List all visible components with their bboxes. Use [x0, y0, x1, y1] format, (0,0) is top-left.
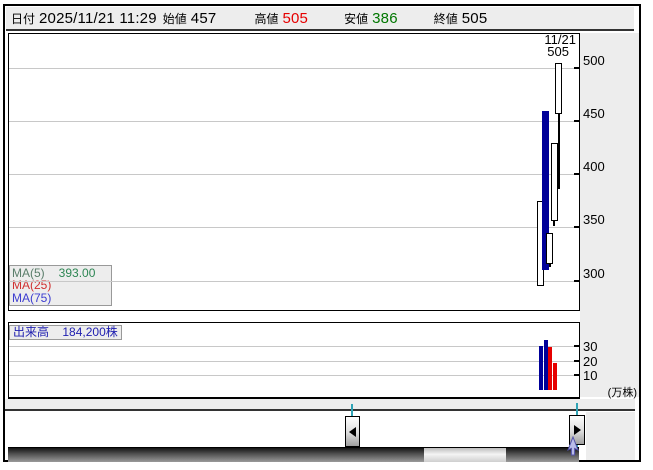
- price-axis-label: 450: [583, 106, 605, 121]
- ma5-label: MA(5): [12, 265, 45, 280]
- scrollbar-corner: [586, 412, 635, 460]
- quote-header: 日付 2025/11/21 11:29 始値 457 高値 505 安値 386…: [6, 7, 634, 31]
- price-axis-tick: [574, 280, 579, 282]
- ma5-value: 393.00: [58, 265, 96, 280]
- left-arrow-icon: [349, 426, 356, 437]
- price-axis-tick: [574, 67, 579, 69]
- volume-gridline: [9, 375, 579, 376]
- scrollbar-track-right[interactable]: [506, 447, 579, 462]
- candle: [546, 233, 553, 264]
- volume-axis-label: 20: [583, 354, 598, 369]
- open-value: 457: [190, 9, 217, 27]
- volume-bar: [552, 363, 557, 390]
- ma75-label: MA(75): [12, 290, 52, 305]
- high-label: 高値: [254, 11, 279, 26]
- scroll-left-button[interactable]: [345, 416, 360, 447]
- low-value: 386: [372, 9, 398, 27]
- stock-chart-widget: 日付 2025/11/21 11:29 始値 457 高値 505 安値 386…: [3, 4, 641, 462]
- volume-bar: [539, 345, 543, 390]
- date-value: 2025/11/21 11:29: [39, 9, 157, 27]
- annotation-price: 505: [547, 44, 569, 59]
- candle: [550, 142, 558, 222]
- ma-legend: MA(5) 393.00 MA(25) MA(75): [9, 264, 112, 306]
- right-arrow-icon: [573, 425, 581, 435]
- volume-axis-label: 10: [583, 368, 598, 383]
- volume-axis-tick: [574, 360, 579, 362]
- scrollbar-track-left[interactable]: [8, 447, 424, 462]
- price-axis-tick: [574, 226, 579, 228]
- price-gridline: [9, 174, 579, 175]
- mouse-cursor-icon: [567, 436, 579, 456]
- candle: [541, 110, 549, 271]
- price-gridline: [9, 121, 579, 122]
- price-axis-label: 350: [583, 212, 605, 227]
- price-axis-label: 300: [583, 266, 605, 281]
- close-label: 終値: [433, 11, 458, 26]
- volume-legend: 出来高 184,200株: [9, 325, 122, 340]
- date-axis-strip: [5, 399, 635, 411]
- ma75-row: MA(75): [12, 290, 109, 305]
- volume-axis-tick: [574, 345, 579, 347]
- candle: [555, 62, 562, 114]
- volume-axis-unit: (万株): [607, 387, 637, 399]
- volume-value: 184,200株: [62, 325, 118, 339]
- volume-chart-panel: 出来高 184,200株: [8, 322, 580, 399]
- low-label: 安値: [344, 11, 369, 26]
- date-label: 日付: [11, 11, 36, 26]
- volume-gridline: [9, 346, 579, 347]
- candle-wick: [557, 62, 560, 190]
- close-value: 505: [461, 9, 488, 27]
- price-axis-label: 400: [583, 159, 605, 174]
- volume-label: 出来高: [13, 325, 50, 339]
- annotation-date: 11/21: [544, 32, 576, 47]
- price-gridline: [9, 227, 579, 228]
- scrollbar-thumb[interactable]: [424, 447, 506, 462]
- latest-candle-annotation: 11/21 505: [544, 32, 576, 59]
- ma5-row: MA(5) 393.00: [12, 265, 109, 280]
- price-axis: (万株) 500 450 400 350 300 30 20 10: [580, 33, 639, 399]
- price-axis-tick: [574, 120, 579, 122]
- open-label: 始値: [162, 11, 187, 26]
- volume-gridline: [9, 361, 579, 362]
- price-chart-panel: 11/21 505 MA(5) 393.00 MA(25) MA(75): [8, 33, 580, 311]
- volume-bar: [548, 347, 552, 390]
- volume-axis-tick: [574, 374, 579, 376]
- price-gridline: [9, 68, 579, 69]
- price-axis-label: 500: [583, 53, 605, 68]
- price-axis-tick: [574, 173, 579, 175]
- high-value: 505: [282, 9, 309, 27]
- volume-axis-label: 30: [583, 339, 598, 354]
- volume-bar: [543, 339, 548, 390]
- price-gridline: [9, 281, 579, 282]
